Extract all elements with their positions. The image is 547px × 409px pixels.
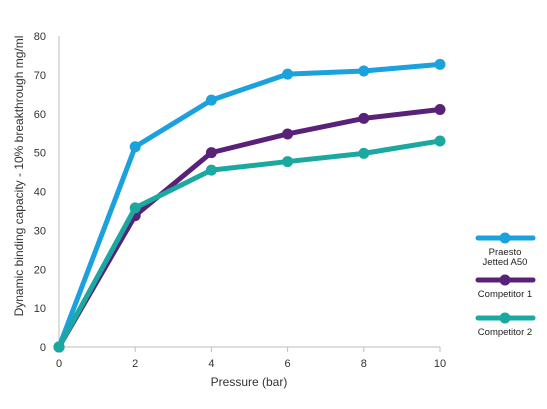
y-tick-label: 80 bbox=[34, 31, 46, 43]
y-tick-labels: 0 10 20 30 40 50 60 70 80 bbox=[34, 31, 46, 354]
series-line bbox=[56, 61, 443, 350]
data-point bbox=[53, 341, 65, 353]
legend-item: Competitor 2 bbox=[475, 312, 536, 338]
legend-label: Praesto bbox=[489, 247, 522, 258]
legend-label: Jetted A50 bbox=[483, 257, 528, 268]
legend-label: Competitor 1 bbox=[478, 289, 532, 300]
x-tick-label: 8 bbox=[361, 358, 367, 370]
y-axis-title: Dynamic binding capacity - 10% breakthro… bbox=[12, 36, 26, 317]
x-tick-label: 10 bbox=[434, 358, 446, 370]
data-point bbox=[358, 112, 370, 124]
data-point bbox=[282, 128, 294, 140]
y-tick-label: 0 bbox=[40, 342, 46, 354]
data-point bbox=[129, 202, 141, 214]
y-tick-label: 50 bbox=[34, 148, 46, 160]
series-layer bbox=[53, 58, 446, 353]
x-axis-title: Pressure (bar) bbox=[211, 375, 288, 389]
data-point bbox=[358, 65, 370, 77]
legend-swatch-marker bbox=[499, 274, 511, 286]
series-3 bbox=[53, 135, 446, 353]
x-tick-label: 2 bbox=[132, 358, 138, 370]
x-tick-label: 0 bbox=[56, 358, 62, 370]
y-tick-label: 60 bbox=[34, 109, 46, 121]
data-point bbox=[434, 103, 446, 115]
series-1 bbox=[53, 58, 446, 353]
x-tick-labels: 0 2 4 6 8 10 bbox=[56, 347, 446, 370]
data-point bbox=[205, 164, 217, 176]
data-point bbox=[205, 147, 217, 159]
y-tick-label: 70 bbox=[34, 70, 46, 82]
y-tick-label: 30 bbox=[34, 225, 46, 237]
y-tick-label: 40 bbox=[34, 187, 46, 199]
series-line bbox=[56, 106, 443, 350]
y-tick-label: 10 bbox=[34, 303, 46, 315]
data-point bbox=[282, 156, 294, 168]
x-tick-label: 4 bbox=[208, 358, 214, 370]
x-tick-label: 6 bbox=[285, 358, 291, 370]
data-point bbox=[434, 135, 446, 147]
legend-swatch-marker bbox=[499, 312, 511, 324]
series-line bbox=[56, 138, 443, 350]
data-point bbox=[129, 141, 141, 153]
y-tick-label: 20 bbox=[34, 264, 46, 276]
data-point bbox=[434, 58, 446, 70]
data-point bbox=[282, 68, 294, 80]
legend-swatch-marker bbox=[499, 232, 511, 244]
legend-item: Competitor 1 bbox=[475, 274, 536, 300]
data-point bbox=[205, 94, 217, 106]
legend-label: Competitor 2 bbox=[478, 327, 532, 338]
data-point bbox=[358, 147, 370, 159]
series-2 bbox=[53, 103, 446, 353]
